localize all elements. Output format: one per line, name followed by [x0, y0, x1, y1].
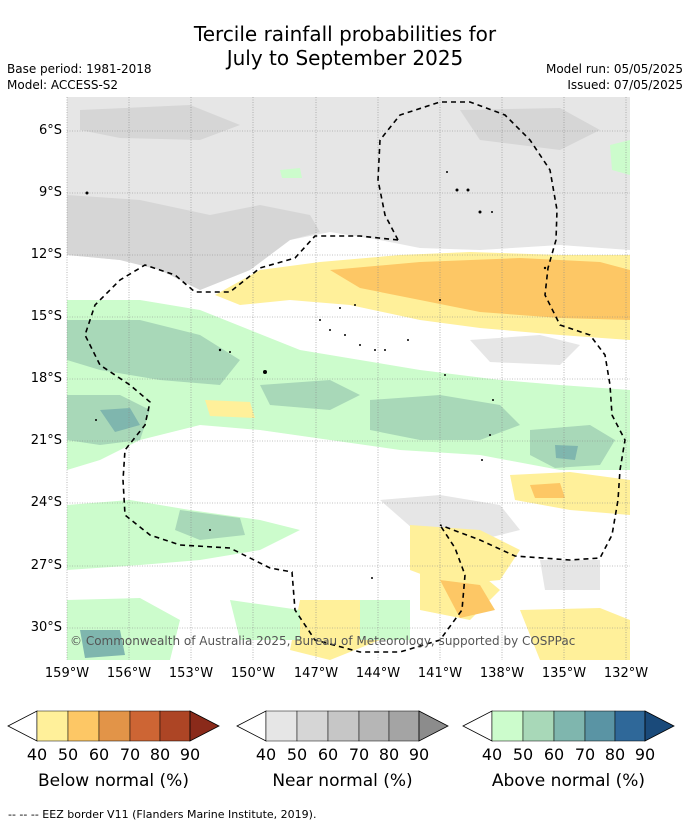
colorbar-tick: 90 [408, 745, 430, 764]
lat-tick: 18°S [30, 371, 62, 386]
colorbar-tick: 40 [255, 745, 277, 764]
colorbar-tick: 70 [348, 745, 370, 764]
colorbar-tick: 80 [604, 745, 626, 764]
lon-tick: 135°W [541, 666, 587, 681]
lat-tick: 27°S [30, 558, 62, 573]
title-line-1: Tercile rainfall probabilities for [193, 22, 497, 46]
lat-tick: 21°S [30, 433, 62, 448]
lon-tick: 147°W [293, 666, 339, 681]
colorbar-tick: 60 [88, 745, 110, 764]
lon-tick: 138°W [479, 666, 525, 681]
colorbar-tick: 40 [26, 745, 48, 764]
lon-tick: 159°W [44, 666, 90, 681]
colorbar-label-above: Above normal (%) [491, 771, 646, 791]
eez-border [84, 101, 626, 653]
lon-tick: 144°W [355, 666, 401, 681]
model-name: Model: ACCESS-S2 [7, 78, 119, 92]
lat-tick: 15°S [30, 309, 62, 324]
lon-tick: 132°W [603, 666, 649, 681]
colorbar-tick: 90 [179, 745, 201, 764]
colorbar-below [7, 710, 220, 742]
colorbar-tick: 60 [317, 745, 339, 764]
copyright-notice: © Commonwealth of Australia 2025, Bureau… [70, 634, 576, 648]
colorbar-tick: 50 [512, 745, 534, 764]
lon-tick: 150°W [230, 666, 276, 681]
lon-tick: 156°W [106, 666, 152, 681]
colorbar-near [236, 710, 449, 742]
colorbar-tick: 60 [543, 745, 565, 764]
base-period: Base period: 1981-2018 [7, 62, 152, 76]
map-title: Tercile rainfall probabilities for July … [0, 22, 690, 70]
colorbar-tick: 70 [574, 745, 596, 764]
colorbar-above [462, 710, 675, 742]
lat-tick: 30°S [30, 620, 62, 635]
colorbar-tick: 80 [378, 745, 400, 764]
colorbar-tick: 90 [634, 745, 656, 764]
colorbar-label-near: Near normal (%) [272, 771, 413, 791]
colorbar-tick: 70 [119, 745, 141, 764]
title-line-2: July to September 2025 [226, 46, 464, 70]
lat-tick: 6°S [38, 123, 62, 138]
lon-tick: 141°W [417, 666, 463, 681]
colorbar-tick: 80 [149, 745, 171, 764]
lon-tick: 153°W [168, 666, 214, 681]
eez-legend-note: -- -- -- EEZ border V11 (Flanders Marine… [8, 808, 317, 821]
lat-tick: 9°S [38, 185, 62, 200]
probability-field [67, 97, 630, 660]
colorbar-label-below: Below normal (%) [38, 771, 189, 791]
issued-date: Issued: 07/05/2025 [567, 78, 683, 92]
colorbar-tick: 50 [286, 745, 308, 764]
lat-tick: 24°S [30, 495, 62, 510]
lat-tick: 12°S [30, 247, 62, 262]
colorbar-tick: 50 [57, 745, 79, 764]
islands [85, 171, 547, 579]
colorbar-tick: 40 [481, 745, 503, 764]
model-run-date: Model run: 05/05/2025 [545, 62, 683, 76]
